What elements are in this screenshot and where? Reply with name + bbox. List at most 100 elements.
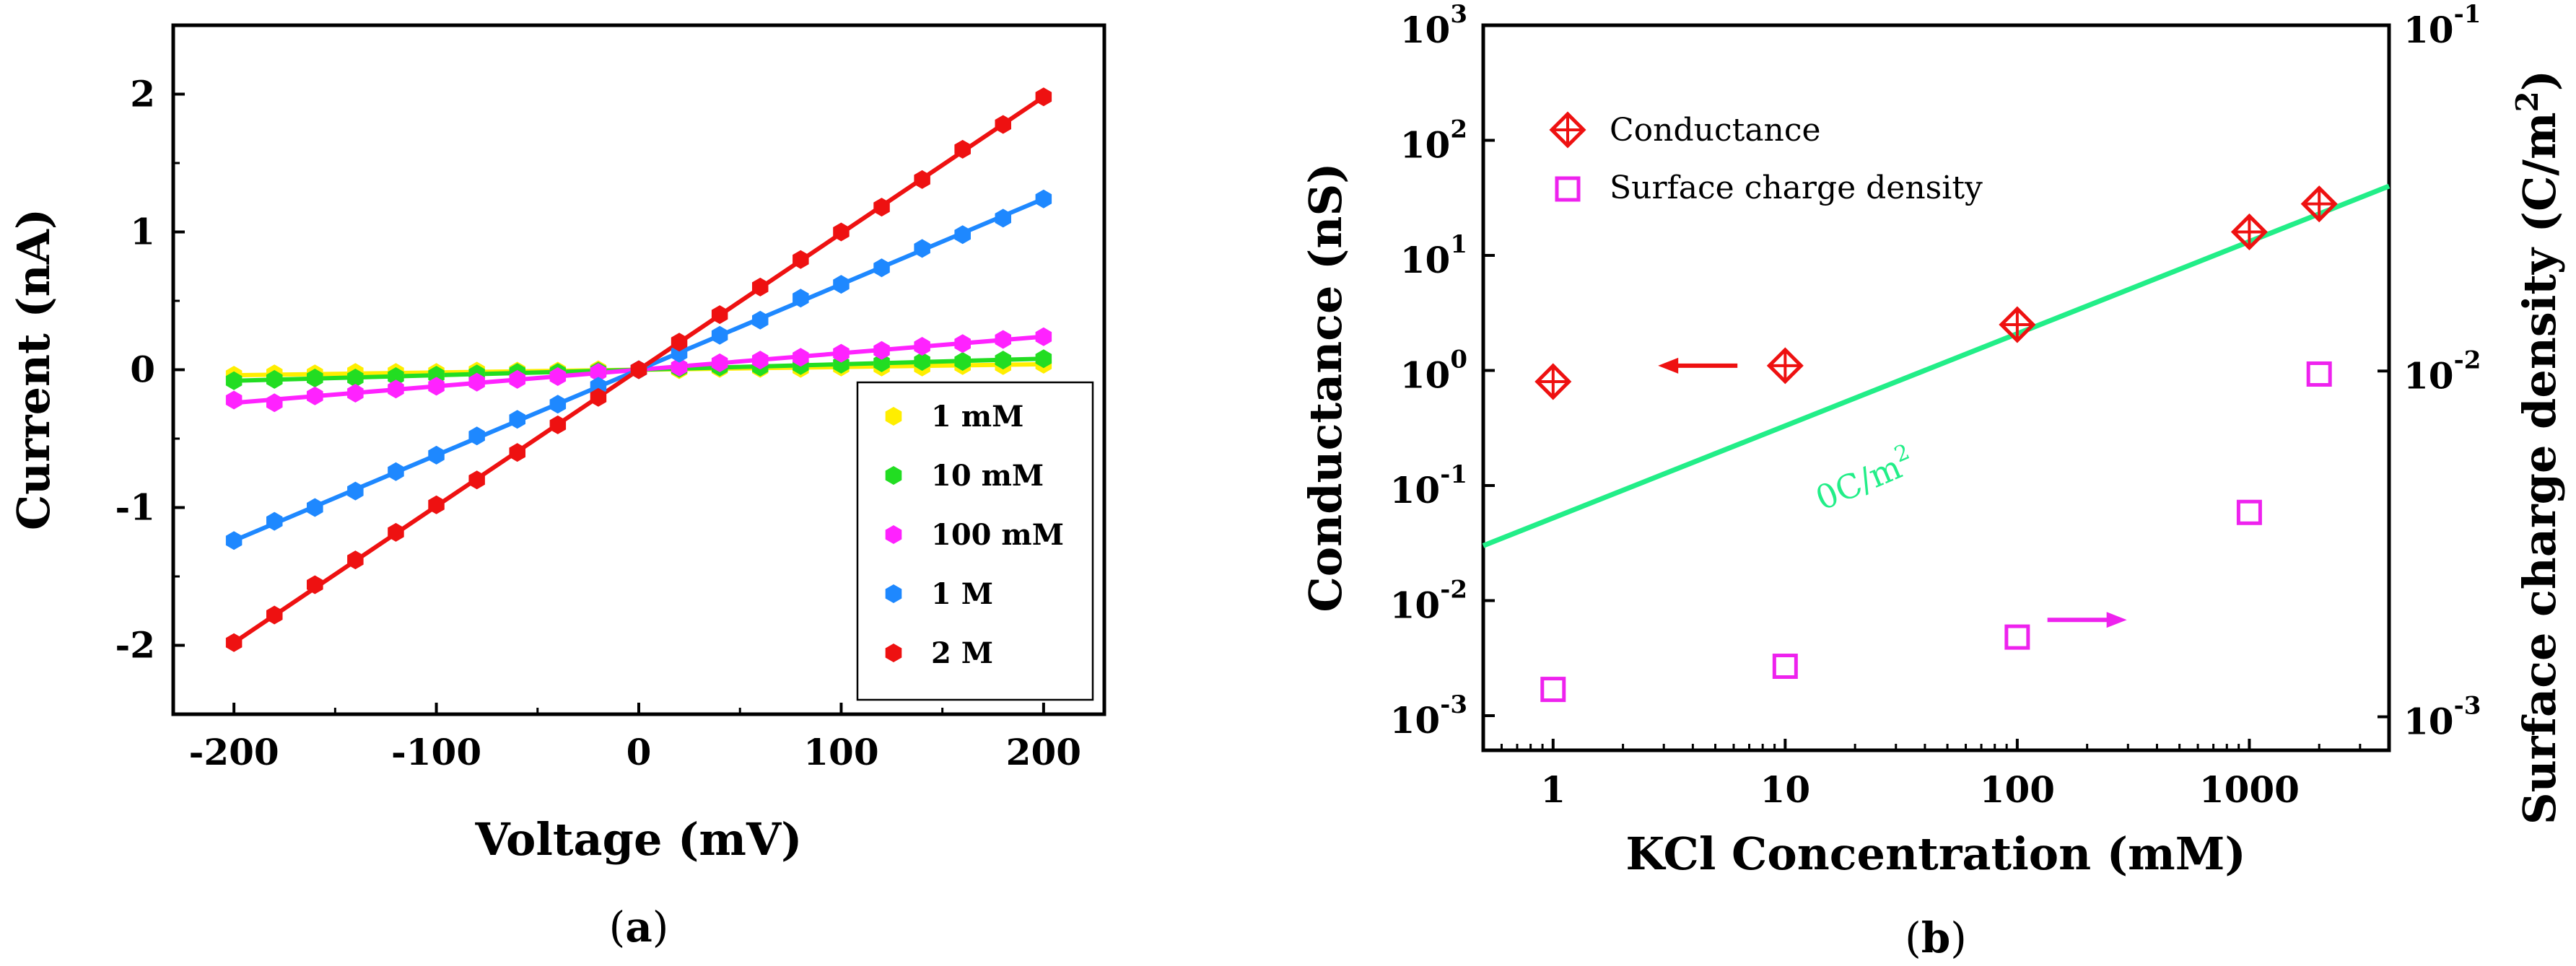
point-1-m bbox=[388, 462, 404, 481]
plot-b-fit-label: 0C/m2 bbox=[1809, 439, 1920, 518]
plot-b-x-axis-label: KCl Concentration (mM) bbox=[1625, 827, 2245, 880]
point-1-m bbox=[307, 499, 323, 517]
point-1-m bbox=[712, 326, 728, 345]
plot-b-right-y-tick-label: 10-1 bbox=[2403, 0, 2481, 51]
point-2-m bbox=[226, 633, 243, 652]
legend-marker-conductance bbox=[1552, 114, 1584, 146]
plot-b-right-y-tick-label: 10-3 bbox=[2403, 692, 2481, 743]
legend-label-100-mm: 100 mM bbox=[931, 518, 1064, 552]
plot-b-fit-label-text: 0C/m bbox=[1810, 447, 1908, 518]
plot-a-y-tick-label: 2 bbox=[130, 73, 155, 115]
plot-b-right-y-tick-exp: -3 bbox=[2454, 692, 2481, 721]
plot-b-y-tick-base: 10 bbox=[1390, 584, 1441, 626]
plot-a-y-tick-label: 1 bbox=[130, 211, 155, 253]
arrow-left-head bbox=[1658, 358, 1678, 374]
plot-a-y-tick-label: -1 bbox=[115, 486, 155, 529]
plot-a-x-tick-label: 0 bbox=[626, 731, 652, 773]
plot-b-x-tick-label: 100 bbox=[1980, 768, 2055, 811]
plot-b-right-y-axis-label-text: Surface charge density (C/m bbox=[2513, 112, 2566, 825]
plot-b-y-axis-label: Conductance (nS) bbox=[1299, 162, 1352, 612]
plot-b-right-y-tick-base: 10 bbox=[2403, 354, 2454, 397]
point-100-mm bbox=[995, 330, 1012, 349]
plot-a-y-axis-label: Current (nA) bbox=[7, 208, 60, 530]
plot-b-y-tick-exp: 0 bbox=[1450, 345, 1467, 374]
point-1-m bbox=[873, 258, 890, 277]
fit-line-0c-m2 bbox=[1483, 186, 2389, 545]
plot-a-x-tick-label: 100 bbox=[803, 731, 878, 773]
plot-b-right-y-tick-exp: -1 bbox=[2454, 0, 2481, 29]
point-2-m bbox=[1036, 87, 1052, 106]
legend-item-conductance: Conductance bbox=[1552, 112, 1821, 149]
plot-b-y-tick-exp: 1 bbox=[1450, 230, 1467, 259]
plot-b-y-tick-label: 101 bbox=[1400, 230, 1467, 281]
figure: -200 -100 0 100 200-2-1012 Voltage (mV) Curr… bbox=[0, 0, 2576, 966]
plot-b-legend: Conductance Surface charge density bbox=[1552, 112, 1983, 206]
legend-label-surface-charge: Surface charge density bbox=[1610, 170, 1983, 206]
point-1-m bbox=[550, 395, 567, 413]
plot-b-y-tick-label: 103 bbox=[1400, 0, 1467, 51]
plot-b-arrows bbox=[1658, 358, 2126, 628]
panel-b-letter: b bbox=[1921, 913, 1951, 962]
plot-b-y-tick-base: 10 bbox=[1390, 469, 1441, 511]
plot-a-x-tick-label: 200 bbox=[1006, 731, 1081, 773]
plot-b-right-y-tick-label: 10-2 bbox=[2403, 346, 2481, 397]
point-surface-charge bbox=[2308, 363, 2330, 385]
legend-label-10-mm: 10 mM bbox=[931, 459, 1044, 493]
point-1-m bbox=[752, 311, 769, 330]
plot-b-x-tick-label: 1000 bbox=[2199, 768, 2300, 811]
plot-a-y-tick-label: -2 bbox=[115, 624, 155, 667]
point-100-mm bbox=[266, 393, 283, 412]
plot-a-x-tick-label: -200 bbox=[189, 731, 279, 773]
point-100-mm bbox=[914, 337, 930, 356]
plot-b-y-tick-label: 100 bbox=[1400, 345, 1467, 396]
legend-symbol-surface-charge bbox=[1557, 178, 1579, 200]
plot-b-right-y-axis-label-close: ) bbox=[2513, 70, 2566, 91]
legend-item-surface-charge: Surface charge density bbox=[1557, 170, 1983, 206]
plot-b-right-y-tick-exp: -2 bbox=[2454, 346, 2481, 374]
plot-a-legend: 1 mM 10 mM 100 mM 1 M 2 M bbox=[857, 382, 1093, 700]
point-100-mm bbox=[226, 391, 243, 410]
legend-label-2-m: 2 M bbox=[931, 636, 993, 670]
point-100-mm bbox=[1036, 328, 1052, 346]
point-surface-charge bbox=[1774, 656, 1796, 677]
plot-b-right-y-axis-label: Surface charge density (C/m2) bbox=[2510, 70, 2566, 825]
plot-a-x-tick-label: -100 bbox=[391, 731, 481, 773]
plot-a-y-tick-label: 0 bbox=[130, 348, 155, 391]
plot-b-data-points bbox=[1537, 188, 2335, 701]
plot-b-y-tick-label: 10-2 bbox=[1390, 575, 1467, 626]
point-2-m bbox=[631, 361, 647, 379]
plot-b-right-y-tick-base: 10 bbox=[2403, 701, 2454, 743]
point-1-m bbox=[428, 446, 445, 465]
point-1-m bbox=[1036, 190, 1052, 208]
plot-b-y-tick-base: 10 bbox=[1390, 699, 1441, 742]
plot-b-x-tick-label: 10 bbox=[1760, 768, 1811, 811]
plot-b-y-tick-base: 10 bbox=[1400, 123, 1451, 166]
panel-a-iv-curves: -200 -100 0 100 200 -2 -1 0 1 2 Voltage (mV) Curr… bbox=[7, 25, 1104, 952]
plot-a-x-axis-label: Voltage (mV) bbox=[475, 813, 803, 866]
plot-b-x-tick-label: 1 bbox=[1540, 768, 1566, 811]
plot-b-y-tick-base: 10 bbox=[1400, 9, 1451, 51]
plot-b-y-tick-exp: 3 bbox=[1450, 0, 1467, 29]
arrow-right-head bbox=[2107, 612, 2127, 628]
point-100-mm bbox=[347, 384, 364, 403]
plot-b-right-y-axis-label-sup: 2 bbox=[2510, 91, 2545, 112]
plot-b-y-tick-exp: -3 bbox=[1440, 690, 1467, 719]
legend-marker-surface-charge bbox=[1557, 178, 1579, 200]
plot-b-axis-ticks: 1 10 100 100010-310-210-110010110210310-310… bbox=[1390, 0, 2481, 811]
plot-b-y-tick-exp: 2 bbox=[1450, 115, 1467, 144]
legend-label-1-m: 1 M bbox=[931, 577, 993, 611]
point-1-m bbox=[914, 239, 930, 258]
panel-a-label: (a) bbox=[609, 903, 669, 952]
point-1-m bbox=[833, 275, 850, 294]
plot-b-y-tick-label: 10-3 bbox=[1390, 690, 1467, 742]
plot-b-fit-line bbox=[1483, 186, 2389, 545]
panel-b-label: (b) bbox=[1905, 913, 1967, 962]
point-1-m bbox=[954, 225, 971, 244]
plot-b-right-y-tick-base: 10 bbox=[2403, 9, 2454, 51]
plot-b-y-tick-label: 10-1 bbox=[1390, 460, 1467, 511]
point-1-m bbox=[226, 531, 243, 550]
legend-label-1-mm: 1 mM bbox=[931, 400, 1023, 434]
point-100-mm bbox=[954, 334, 971, 353]
plot-b-y-tick-base: 10 bbox=[1400, 239, 1451, 281]
point-1-m bbox=[510, 410, 526, 429]
